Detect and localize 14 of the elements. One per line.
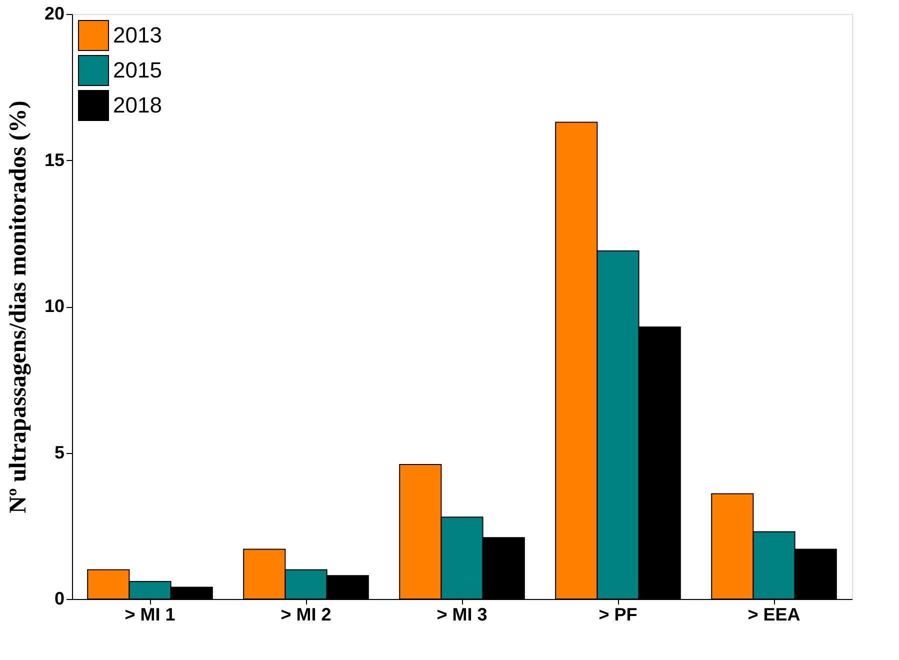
x-tick-label: > PF	[598, 604, 638, 624]
y-tick-label: 0	[54, 588, 64, 608]
x-tick-label: > EEA	[748, 604, 800, 624]
x-tick-label: > MI 3	[436, 604, 488, 624]
y-tick-label: 15	[44, 150, 64, 170]
x-tick-label: > MI 2	[280, 604, 332, 624]
y-tick-label: 20	[44, 4, 64, 24]
y-axis-title: Nº ultrapassagens/dias monitorados (%)	[5, 100, 32, 514]
legend-label: 2015	[113, 58, 162, 82]
legend-label: 2013	[113, 22, 162, 48]
y-tick-label: 5	[54, 442, 64, 462]
legend-label: 2018	[113, 92, 162, 118]
y-tick-label: 10	[44, 296, 64, 316]
x-tick-label: > MI 1	[124, 604, 176, 624]
